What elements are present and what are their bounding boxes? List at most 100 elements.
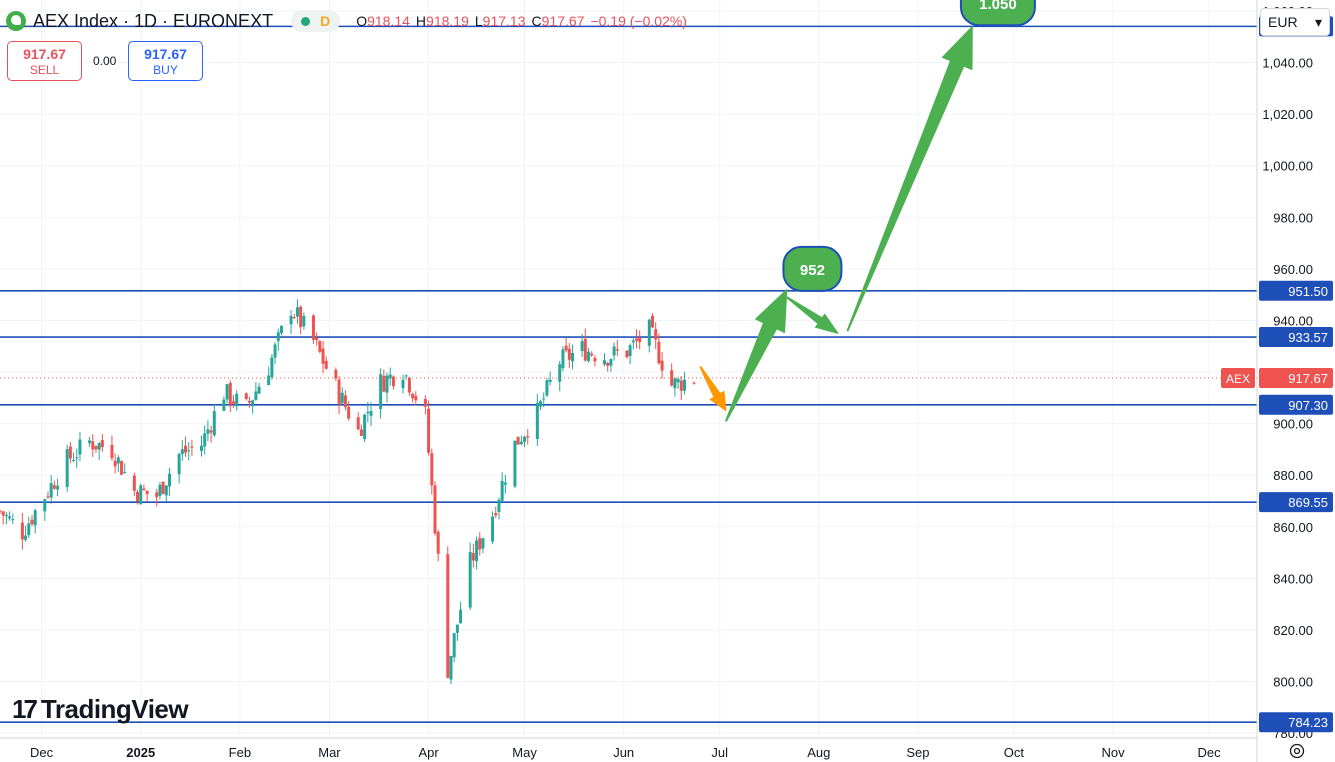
up-arrow xyxy=(725,288,788,422)
sell-price: 917.67 xyxy=(23,46,66,62)
candle-body xyxy=(270,357,274,378)
candle-body xyxy=(120,461,124,475)
candle-body xyxy=(564,345,568,351)
candle-body xyxy=(561,349,565,369)
candle-body xyxy=(542,398,546,400)
candle-body xyxy=(647,319,651,346)
x-tick-label: Mar xyxy=(318,745,341,760)
candle-body xyxy=(615,349,619,351)
gear-icon[interactable] xyxy=(1288,742,1306,760)
horizontal-levels xyxy=(0,25,1257,723)
candle-body xyxy=(139,485,143,505)
level-price-tag xyxy=(1259,712,1333,733)
candle-body xyxy=(276,332,280,342)
candle-body xyxy=(404,375,408,377)
candle-body xyxy=(49,483,53,498)
candle-body xyxy=(206,429,210,434)
candle-body xyxy=(72,460,76,462)
candle-body xyxy=(571,352,575,362)
candle-body xyxy=(292,317,296,319)
candle-body xyxy=(382,375,386,392)
y-tick-label: 940.00 xyxy=(1273,313,1313,328)
price-axis[interactable]: 780.00800.00820.00840.00860.00880.00900.… xyxy=(1221,0,1335,762)
candle-body xyxy=(503,482,507,485)
sell-button[interactable]: 917.67 SELL xyxy=(7,41,82,81)
candle-body xyxy=(43,499,47,512)
candle-body xyxy=(273,344,277,358)
y-tick-label: 980.00 xyxy=(1273,210,1313,225)
candle-body xyxy=(190,446,194,448)
tradingview-logo-icon: 17 xyxy=(12,694,38,724)
candlestick-series xyxy=(0,299,1257,685)
candle-body xyxy=(279,325,283,334)
candle-body xyxy=(11,519,15,521)
level-price-label: 869.55 xyxy=(1288,495,1328,510)
candle-body xyxy=(679,380,683,391)
candle-body xyxy=(180,449,184,454)
ohlc-values: O918.14 H918.19 L917.13 C917.67 −0.19 (−… xyxy=(356,13,687,29)
ohlc-high: H918.19 xyxy=(415,13,469,29)
candle-body xyxy=(625,350,629,358)
candle-body xyxy=(315,337,319,341)
candle-body xyxy=(27,523,31,536)
level-price-label: 933.57 xyxy=(1288,330,1328,345)
x-tick-label: Sep xyxy=(906,745,929,760)
level-price-label: 907.30 xyxy=(1288,398,1328,413)
symbol-title[interactable]: AEX Index · 1D · EURONEXT xyxy=(33,10,274,31)
currency-select[interactable]: EUR ▾ xyxy=(1260,8,1330,36)
candle-body xyxy=(455,624,459,633)
level-price-tag xyxy=(1259,327,1333,348)
candle-body xyxy=(247,400,251,403)
candle-body xyxy=(388,374,392,379)
y-tick-label: 880.00 xyxy=(1273,468,1313,483)
x-tick-label: May xyxy=(512,745,537,760)
x-tick-label: Jun xyxy=(613,745,634,760)
candle-body xyxy=(548,379,552,382)
candle-body xyxy=(583,338,587,361)
y-tick-label: 900.00 xyxy=(1273,417,1313,432)
ohlc-low: L917.13 xyxy=(474,13,526,29)
y-tick-label: 840.00 xyxy=(1273,571,1313,586)
market-status-pill[interactable]: D xyxy=(291,10,341,32)
up-arrow xyxy=(846,25,973,332)
candle-body xyxy=(411,393,415,399)
candle-body xyxy=(612,346,616,356)
candle-body xyxy=(491,516,495,542)
candle-body xyxy=(65,449,69,488)
candle-body xyxy=(343,395,347,408)
time-axis[interactable]: Dec 2025 Feb Mar Apr May Jun Jul Aug Sep Oct Nov Dec xyxy=(0,737,1257,760)
candle-body xyxy=(251,400,255,407)
buy-price: 917.67 xyxy=(144,46,187,62)
x-tick-label: Nov xyxy=(1102,745,1126,760)
y-tick-label: 1,020.00 xyxy=(1262,107,1313,122)
candle-body xyxy=(535,402,539,440)
candle-body xyxy=(337,379,341,405)
candle-body xyxy=(433,485,437,534)
candle-body xyxy=(164,485,168,496)
candle-body xyxy=(634,338,638,341)
candle-body xyxy=(91,441,95,450)
candle-body xyxy=(318,341,322,352)
candle-body xyxy=(363,414,367,440)
candle-body xyxy=(209,430,213,433)
candle-body xyxy=(606,362,610,366)
level-price-tag xyxy=(1259,280,1333,301)
candle-body xyxy=(430,453,434,486)
candle-body xyxy=(414,395,418,401)
x-tick-label: Feb xyxy=(229,745,251,760)
candle-body xyxy=(225,384,229,400)
level-price-label: 784.23 xyxy=(1288,715,1328,730)
y-tick-label: 820.00 xyxy=(1273,623,1313,638)
candle-body xyxy=(94,445,98,450)
candle-body xyxy=(660,360,664,371)
candle-body xyxy=(235,393,239,407)
candle-body xyxy=(75,457,79,459)
candle-body xyxy=(231,401,235,404)
last-price-tag xyxy=(1259,368,1333,389)
level-price-tag xyxy=(1259,492,1333,513)
candle-body xyxy=(526,436,530,438)
sell-label: SELL xyxy=(29,63,60,77)
candle-body xyxy=(657,341,661,364)
buy-button[interactable]: 917.67 BUY xyxy=(128,41,203,81)
